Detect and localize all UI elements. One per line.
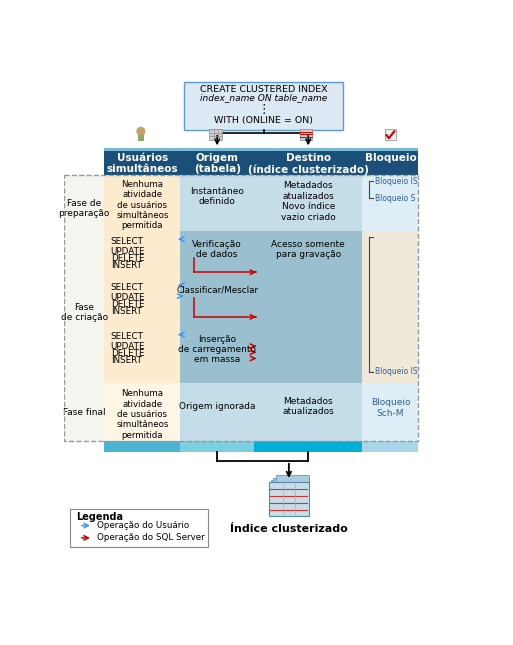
- Bar: [105, 441, 181, 451]
- Text: CREATE CLUSTERED INDEX: CREATE CLUSTERED INDEX: [200, 85, 327, 94]
- Bar: [105, 148, 181, 175]
- Text: Usuários
simultâneos: Usuários simultâneos: [107, 153, 178, 174]
- Text: Índice clusterizado: Índice clusterizado: [230, 524, 348, 534]
- Text: index_name ON table_name: index_name ON table_name: [200, 94, 327, 103]
- Text: ⋮: ⋮: [258, 103, 270, 116]
- Text: UPDATE: UPDATE: [111, 247, 145, 256]
- Text: Fase
de criação: Fase de criação: [61, 303, 108, 322]
- Text: Acesso somente
para gravação: Acesso somente para gravação: [271, 240, 345, 259]
- Bar: [363, 148, 418, 152]
- Bar: [105, 383, 181, 441]
- Bar: [184, 82, 343, 130]
- Bar: [254, 441, 363, 451]
- Text: Fase final: Fase final: [63, 408, 106, 417]
- Text: DELETE: DELETE: [111, 349, 144, 358]
- Text: Bloqueio
Sch-M: Bloqueio Sch-M: [371, 399, 410, 418]
- Text: Verificação
de dados: Verificação de dados: [192, 240, 242, 259]
- Text: SELECT: SELECT: [111, 237, 144, 246]
- Bar: [181, 383, 254, 441]
- FancyArrow shape: [138, 135, 144, 141]
- Bar: [254, 148, 363, 175]
- Text: Instantâneo
definido: Instantâneo definido: [190, 187, 244, 206]
- Bar: [209, 129, 222, 140]
- Bar: [363, 441, 418, 451]
- Bar: [363, 383, 418, 441]
- Bar: [70, 509, 207, 547]
- Text: UPDATE: UPDATE: [111, 342, 145, 352]
- Bar: [105, 231, 181, 383]
- Text: Fase de
preparação: Fase de preparação: [58, 199, 110, 219]
- Bar: [273, 478, 309, 509]
- Bar: [254, 175, 363, 231]
- Text: Bloqueio: Bloqueio: [365, 153, 416, 163]
- Bar: [181, 148, 254, 175]
- Bar: [275, 475, 309, 505]
- Text: Operação do Usuário: Operação do Usuário: [96, 521, 189, 530]
- Text: INSERT: INSERT: [111, 307, 142, 316]
- Bar: [181, 175, 254, 231]
- Text: Origem
(tabela): Origem (tabela): [194, 153, 241, 174]
- Text: Metadados
atualizados
Novo índice
vazio criado: Metadados atualizados Novo índice vazio …: [281, 181, 336, 221]
- Bar: [254, 231, 363, 383]
- Text: SELECT: SELECT: [111, 283, 144, 292]
- Text: INSERT: INSERT: [111, 261, 142, 270]
- Bar: [181, 441, 254, 451]
- Bar: [64, 383, 105, 441]
- Bar: [300, 129, 312, 140]
- Bar: [181, 148, 254, 152]
- Bar: [254, 383, 363, 441]
- Text: Nenhuma
atividade
de usuários
simultâneos
permitida: Nenhuma atividade de usuários simultâneo…: [116, 389, 169, 440]
- Text: SELECT: SELECT: [111, 332, 144, 341]
- Text: Legenda: Legenda: [76, 512, 123, 522]
- Text: DELETE: DELETE: [111, 253, 144, 263]
- Bar: [64, 175, 418, 441]
- Bar: [181, 231, 254, 383]
- Text: WITH (ONLINE = ON): WITH (ONLINE = ON): [214, 116, 313, 125]
- Text: Inserção
de carregamento
em massa: Inserção de carregamento em massa: [178, 335, 256, 364]
- Bar: [385, 129, 396, 140]
- Text: Metadados
atualizados: Metadados atualizados: [282, 397, 334, 417]
- Text: Origem ignorada: Origem ignorada: [179, 402, 255, 411]
- Bar: [105, 175, 181, 231]
- Text: Nenhuma
atividade
de usuários
simultâneos
permitida: Nenhuma atividade de usuários simultâneo…: [116, 180, 169, 230]
- Circle shape: [137, 128, 145, 135]
- Text: Destino
(índice clusterizado): Destino (índice clusterizado): [248, 153, 369, 175]
- Text: Operação do SQL Server: Operação do SQL Server: [96, 533, 204, 542]
- Bar: [363, 175, 418, 231]
- Bar: [271, 480, 309, 512]
- Bar: [254, 148, 363, 152]
- Bar: [64, 231, 105, 383]
- Text: Bloqueio IS: Bloqueio IS: [375, 177, 418, 186]
- Text: UPDATE: UPDATE: [111, 293, 145, 302]
- Text: Classificar/Mesclar: Classificar/Mesclar: [176, 285, 258, 294]
- Text: DELETE: DELETE: [111, 300, 144, 309]
- Bar: [269, 482, 309, 516]
- Text: INSERT: INSERT: [111, 356, 142, 365]
- Bar: [363, 148, 418, 175]
- Bar: [363, 231, 418, 383]
- Text: Bloqueio IS: Bloqueio IS: [375, 367, 418, 376]
- Text: Bloqueio S: Bloqueio S: [375, 194, 416, 203]
- Bar: [64, 175, 105, 231]
- Bar: [105, 148, 181, 152]
